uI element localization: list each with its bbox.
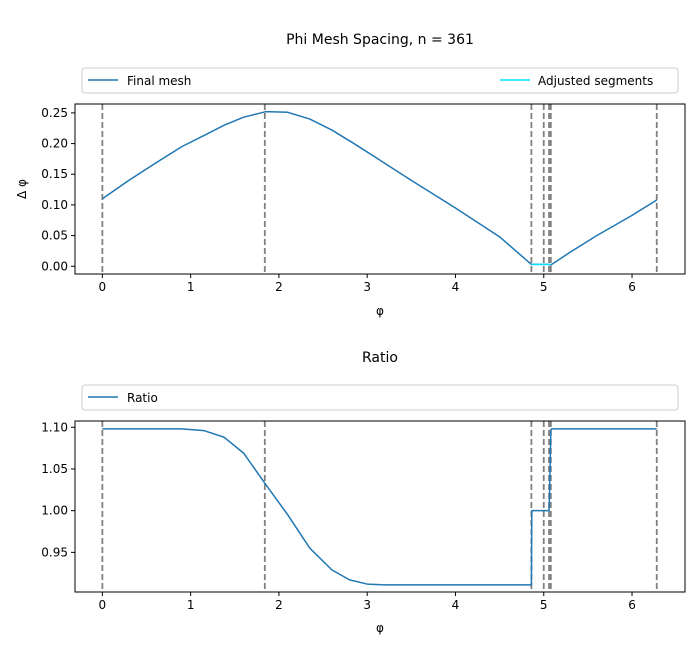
y-axis: 0.00 0.05 0.10 0.15 0.20 0.25 — [41, 106, 75, 273]
y-tick-label: 1.05 — [41, 462, 68, 476]
x-tick-label: 3 — [363, 280, 371, 294]
series-line-ratio — [102, 428, 657, 586]
y-axis: 0.95 1.00 1.05 1.10 — [41, 420, 75, 559]
x-tick-label: 0 — [99, 280, 107, 294]
x-tick-label: 5 — [540, 598, 548, 612]
y-tick-label: 1.10 — [41, 420, 68, 434]
series-layer — [101, 110, 658, 266]
vertical-lines — [101, 104, 658, 274]
legend: Final mesh Adjusted segments — [81, 67, 679, 94]
plot-area — [74, 103, 686, 275]
x-axis-label: φ — [376, 621, 384, 635]
x-tick-label: 6 — [628, 598, 636, 612]
x-axis: 0 1 2 3 4 5 6 — [99, 274, 636, 294]
x-tick-label: 4 — [452, 280, 460, 294]
y-tick-label: 0.00 — [41, 259, 68, 273]
legend-frame — [81, 67, 679, 94]
x-tick-label: 3 — [363, 598, 371, 612]
legend-label-ratio: Ratio — [127, 391, 158, 405]
panel-mesh-spacing: Phi Mesh Spacing, n = 361 Final mesh Adj… — [15, 32, 686, 318]
y-tick-label: 0.15 — [41, 167, 68, 181]
series-line-final-mesh — [101, 110, 658, 266]
x-axis-label: φ — [376, 304, 384, 318]
x-axis: 0 1 2 3 4 5 6 — [99, 592, 636, 612]
series-layer — [102, 428, 657, 586]
legend-label-adjusted-segments: Adjusted segments — [538, 74, 653, 88]
legend: Ratio — [81, 384, 679, 411]
x-tick-label: 0 — [99, 598, 107, 612]
panel-ratio: Ratio Ratio 0 1 2 3 4 5 6 0.95 1.00 1.05 1.10 φ — [41, 350, 686, 635]
plot-area — [74, 420, 686, 593]
legend-frame — [81, 384, 679, 411]
y-tick-label: 0.10 — [41, 198, 68, 212]
y-tick-label: 0.20 — [41, 137, 68, 151]
chart-title: Phi Mesh Spacing, n = 361 — [286, 32, 474, 48]
legend-label-final-mesh: Final mesh — [127, 74, 191, 88]
x-tick-label: 1 — [187, 280, 195, 294]
x-tick-label: 2 — [275, 280, 283, 294]
y-tick-label: 0.95 — [41, 545, 68, 559]
y-axis-label: Δ φ — [15, 179, 29, 199]
x-tick-label: 6 — [628, 280, 636, 294]
chart-title: Ratio — [362, 350, 398, 366]
x-tick-label: 1 — [187, 598, 195, 612]
y-tick-label: 0.05 — [41, 229, 68, 243]
x-tick-label: 2 — [275, 598, 283, 612]
x-tick-label: 5 — [540, 280, 548, 294]
y-tick-label: 1.00 — [41, 504, 68, 518]
y-tick-label: 0.25 — [41, 106, 68, 120]
x-tick-label: 4 — [452, 598, 460, 612]
